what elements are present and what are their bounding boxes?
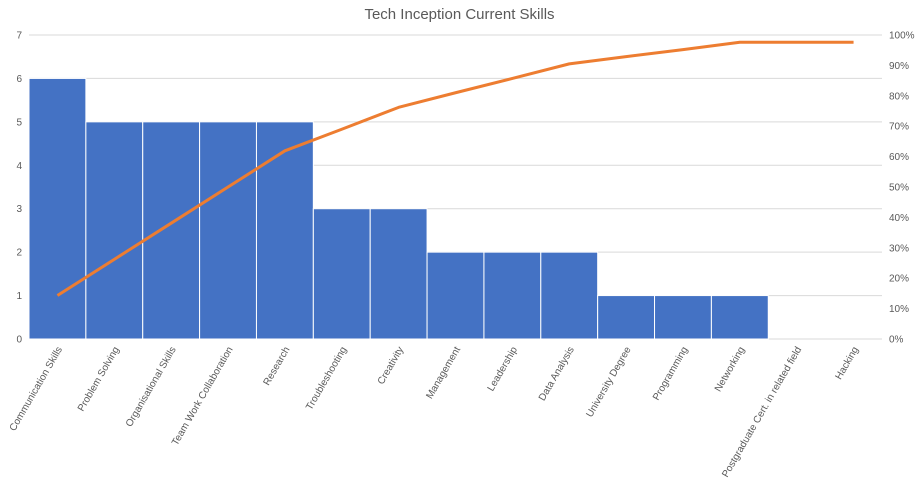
x-category-label: Troubleshooting: [304, 345, 349, 412]
x-category-label: Programming: [651, 345, 691, 402]
y2-tick-label: 0%: [889, 335, 904, 346]
y2-tick-label: 80%: [889, 91, 909, 102]
secondary-y-axis: 0% 10% 20% 30% 40% 50% 60% 70% 80% 90% 100%: [889, 31, 915, 346]
y-tick-label: 4: [16, 161, 22, 172]
bar-series: [28, 77, 769, 340]
y-tick-label: 1: [16, 291, 22, 302]
x-category-label: Leadership: [486, 345, 520, 394]
bar[interactable]: [312, 208, 371, 340]
bar[interactable]: [199, 121, 257, 340]
y2-tick-label: 10%: [889, 304, 909, 315]
y-tick-label: 6: [16, 74, 22, 85]
y2-tick-label: 70%: [889, 122, 909, 133]
y-tick-label: 2: [16, 248, 22, 259]
x-category-label: Data Analysis: [537, 345, 577, 403]
y-tick-label: 0: [16, 335, 22, 346]
bar[interactable]: [654, 295, 712, 340]
x-category-label: Research: [262, 345, 293, 388]
x-category-label: Hacking: [834, 345, 862, 382]
x-category-label: Creativity: [376, 345, 406, 387]
y2-tick-label: 20%: [889, 274, 909, 285]
bar[interactable]: [28, 77, 87, 340]
bar[interactable]: [483, 251, 542, 340]
y2-tick-label: 40%: [889, 213, 909, 224]
y-tick-label: 5: [16, 117, 22, 128]
x-axis: Communication Skills Problem Solving Organ…: [8, 345, 861, 480]
y2-tick-label: 90%: [889, 61, 909, 72]
primary-y-axis: 0 1 2 3 4 5 6 7: [16, 31, 22, 346]
cumulative-line[interactable]: [56, 40, 854, 297]
y-tick-label: 7: [16, 31, 22, 42]
y2-tick-label: 30%: [889, 243, 909, 254]
x-category-label: Communication Skills: [8, 345, 65, 433]
y2-tick-label: 60%: [889, 152, 909, 163]
x-category-label: University Degree: [584, 345, 633, 420]
x-category-label: Networking: [713, 345, 748, 394]
y2-tick-label: 50%: [889, 183, 909, 194]
bar[interactable]: [426, 251, 485, 340]
y2-tick-label: 100%: [889, 31, 915, 42]
x-category-label: Team Work Collaboration: [170, 345, 236, 448]
cumulative-line-series: [56, 40, 854, 297]
bar[interactable]: [142, 121, 201, 340]
x-category-label: Management: [424, 345, 463, 401]
x-category-label: Organisational Skills: [124, 345, 179, 429]
bar[interactable]: [710, 295, 769, 340]
bar[interactable]: [369, 208, 428, 340]
bar[interactable]: [597, 295, 656, 340]
bar[interactable]: [540, 251, 599, 340]
bar[interactable]: [85, 121, 144, 340]
x-category-label: Problem Solving: [76, 345, 122, 414]
chart-title: Tech Inception Current Skills: [364, 6, 555, 23]
y-tick-label: 3: [16, 204, 22, 215]
bar[interactable]: [255, 121, 314, 340]
